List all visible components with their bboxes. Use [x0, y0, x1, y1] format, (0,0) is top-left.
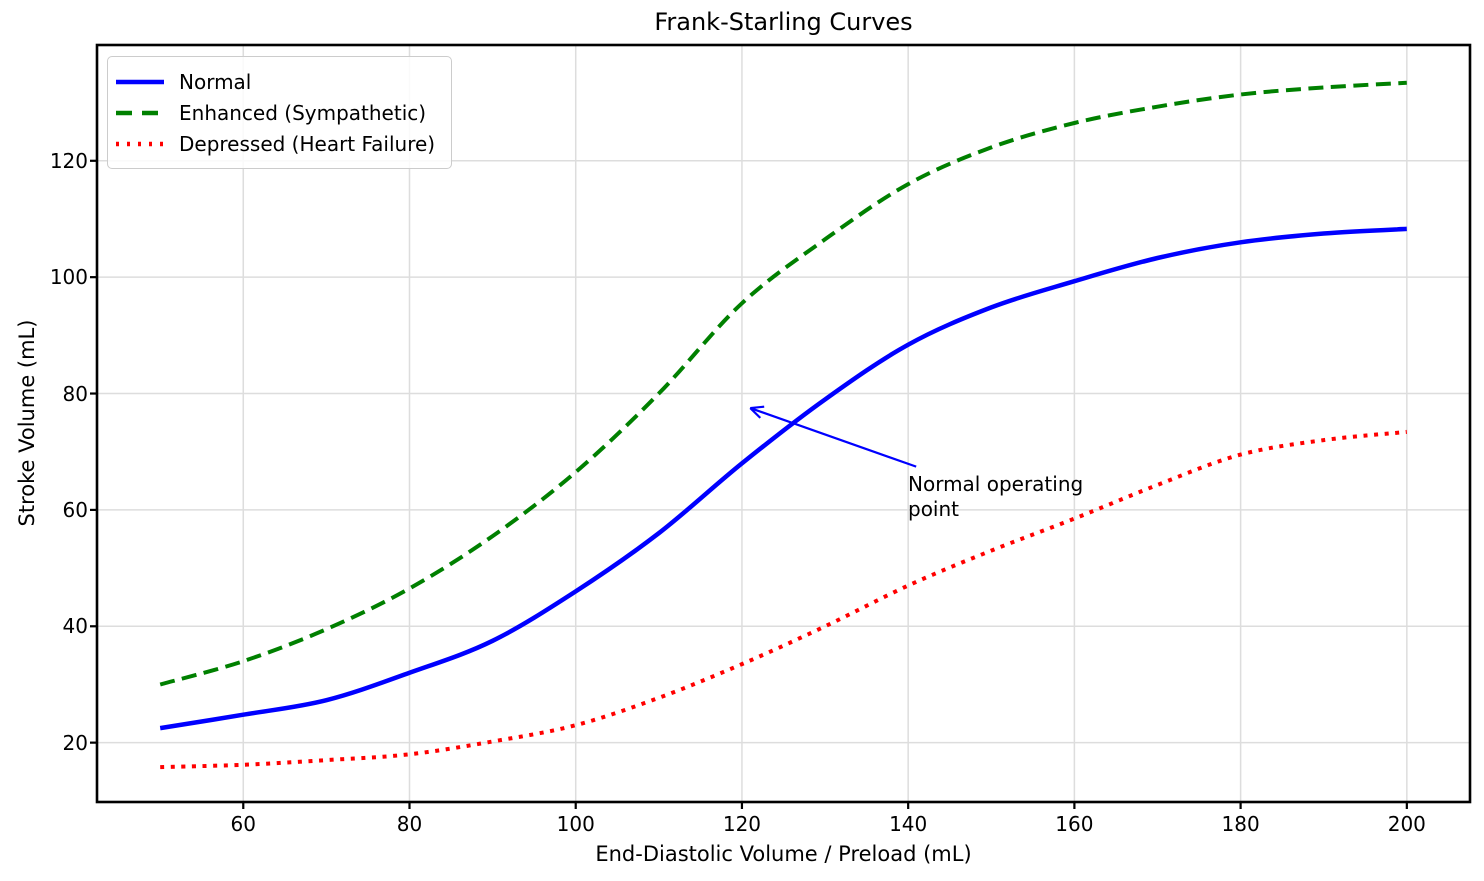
x-tick-label: 180	[1221, 812, 1260, 836]
x-tick-label: 100	[556, 812, 595, 836]
y-tick-label: 120	[49, 148, 88, 173]
annotation-text: Normal operating point	[908, 472, 1084, 521]
plot-border	[95, 43, 1472, 804]
y-axis-label: Stroke Volume (mL)	[15, 319, 39, 527]
annotation-arrowhead	[750, 405, 765, 410]
y-tick-label: 100	[49, 265, 88, 290]
x-tick-label: 200	[1387, 812, 1426, 836]
curve-depressed-heart-failure	[160, 429, 1408, 770]
annotation-arrow	[749, 407, 917, 468]
legend-line-swatch	[116, 141, 164, 146]
legend: Normal Enhanced (Sympathetic) Depressed (H…	[107, 56, 453, 169]
annotation-arrowhead	[749, 407, 762, 419]
legend-label: Normal	[179, 69, 252, 94]
x-axis-label: End-Diastolic Volume / Preload (mL)	[595, 842, 972, 866]
x-tick-label: 120	[722, 812, 762, 836]
x-tick-label: 140	[889, 812, 928, 836]
y-tick-label: 40	[62, 614, 88, 639]
x-tick-label: 80	[396, 812, 423, 836]
legend-line-swatch	[116, 79, 164, 84]
legend-label: Enhanced (Sympathetic)	[179, 100, 427, 125]
x-tick-label: 160	[1055, 812, 1094, 836]
y-tick-label: 20	[62, 730, 88, 755]
legend-line-swatch	[116, 110, 164, 115]
y-tick-label: 80	[62, 381, 88, 406]
x-tick-label: 60	[230, 812, 256, 836]
legend-item-normal: Normal	[116, 66, 435, 97]
legend-label: Depressed (Heart Failure)	[179, 131, 436, 156]
curve-enhanced-sympathetic	[159, 80, 1407, 687]
curve-normal	[159, 226, 1407, 731]
legend-item-depressed-heart-failure: Depressed (Heart Failure)	[116, 128, 435, 159]
y-tick-label: 60	[62, 497, 88, 522]
chart-title: Frank-Starling Curves	[654, 8, 913, 36]
legend-item-enhanced-sympathetic: Enhanced (Sympathetic)	[116, 97, 435, 128]
